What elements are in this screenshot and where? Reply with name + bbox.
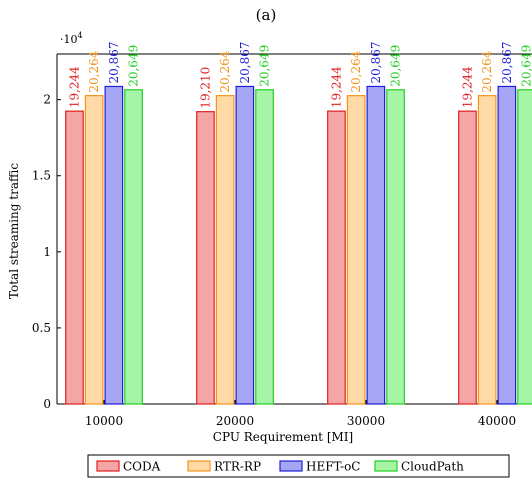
legend-label: CloudPath [401, 460, 464, 474]
y-tick-label: 1.5 [32, 169, 51, 183]
legend-swatch [187, 460, 211, 472]
data-label: 20,867 [369, 41, 383, 83]
bar [124, 89, 143, 405]
bar [458, 110, 477, 405]
bar [255, 89, 274, 405]
legend-label: CODA [123, 460, 161, 474]
y-tick-label: 1 [43, 245, 51, 259]
legend-swatch [96, 460, 120, 472]
bar [366, 85, 386, 405]
data-label: 19,244 [329, 66, 343, 108]
data-label: 19,244 [460, 66, 474, 108]
data-label: 19,244 [67, 66, 81, 108]
y-tick-label: 2 [43, 93, 51, 107]
data-label: 20,867 [107, 41, 121, 83]
plot-area: 0 0.5 1 1.5 2 10000 19,244 20,264 20,867 20,649 20… [32, 41, 532, 428]
bar [346, 95, 366, 405]
legend-swatch [374, 460, 398, 472]
bar [196, 111, 215, 405]
data-label: 20,867 [500, 41, 514, 83]
bar [386, 89, 405, 405]
data-label: 20,264 [87, 50, 101, 92]
y-tick-label: 0.5 [32, 321, 51, 335]
legend-label: RTR-RP [214, 460, 261, 474]
legend-label: HEFT-oC [306, 460, 360, 474]
x-tick-label: 20000 [216, 414, 254, 428]
data-label: 20,649 [389, 45, 403, 87]
bar [517, 89, 532, 405]
chart-title: (a) [256, 6, 277, 24]
bar [477, 95, 497, 405]
data-label: 20,649 [127, 45, 141, 87]
bar [65, 110, 84, 405]
y-axis-label: Total streaming traffic [7, 163, 21, 299]
x-tick-label: 30000 [347, 414, 385, 428]
bar [215, 95, 235, 405]
x-tick-label: 40000 [478, 414, 516, 428]
data-label: 20,867 [238, 41, 252, 83]
data-label: 20,264 [349, 50, 363, 92]
legend: CODA RTR-RP HEFT-oC CloudPath [87, 454, 510, 478]
data-label: 20,649 [258, 45, 272, 87]
legend-swatch [279, 460, 303, 472]
data-label: 20,264 [480, 50, 494, 92]
x-axis-label: CPU Requirement [MI] [213, 430, 353, 444]
data-label: 20,649 [520, 45, 532, 87]
bar [327, 110, 346, 405]
bar [84, 95, 104, 405]
bar [104, 85, 124, 405]
bar [235, 85, 255, 405]
y-axis-multiplier: ·104 [60, 31, 83, 46]
x-tick-label: 10000 [85, 414, 123, 428]
y-tick-label: 0 [43, 397, 51, 411]
data-label: 20,264 [218, 50, 232, 92]
bar [497, 85, 517, 405]
data-label: 19,210 [198, 67, 212, 109]
